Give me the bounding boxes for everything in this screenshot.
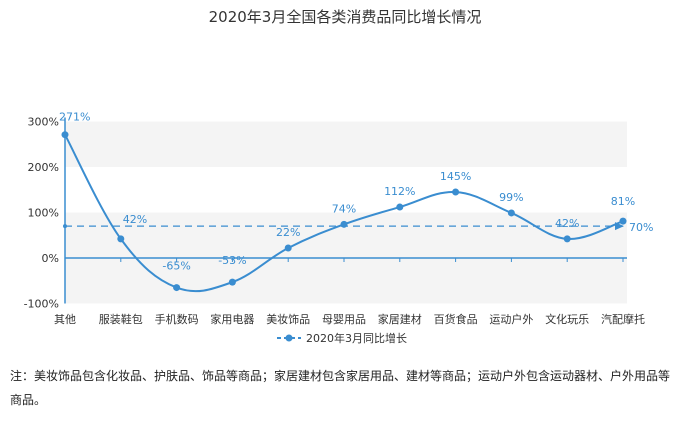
x-tick-label: 文化玩乐 xyxy=(545,312,589,326)
chart-title: 2020年3月全国各类消费品同比增长情况 xyxy=(208,8,482,26)
x-tick-label: 家用电器 xyxy=(210,312,254,326)
x-tick-label: 家居建材 xyxy=(378,312,422,326)
footnote: 注：美妆饰品包含化妆品、护肤品、饰品等商品；家居建材包含家居用品、建材等商品；运… xyxy=(10,369,671,407)
legend-marker xyxy=(285,334,293,342)
x-tick-label: 母婴用品 xyxy=(322,313,366,326)
data-label: 99% xyxy=(499,191,523,204)
x-tick-label: 手机数码 xyxy=(155,312,199,326)
x-tick-label: 其他 xyxy=(54,313,76,326)
y-tick-label: 0% xyxy=(42,252,59,265)
x-tick-label: 服装鞋包 xyxy=(99,312,143,326)
data-label: 81% xyxy=(611,195,635,208)
data-point xyxy=(563,235,571,243)
y-tick-label: -100% xyxy=(24,298,59,311)
x-tick-label: 百货食品 xyxy=(434,312,478,326)
data-label: 42% xyxy=(123,213,147,226)
data-point xyxy=(228,278,236,286)
data-label: 271% xyxy=(59,111,90,124)
series-line xyxy=(64,134,624,293)
y-axis-tick-labels: 300% 200% 100% 0% -100% xyxy=(24,116,59,311)
chart-axes xyxy=(64,117,627,304)
data-point xyxy=(173,284,181,292)
y-tick-label: 100% xyxy=(28,207,59,220)
data-point xyxy=(340,220,348,228)
grid-band xyxy=(65,258,627,304)
data-point xyxy=(284,244,292,252)
data-point xyxy=(452,188,460,196)
x-tick-label: 运动户外 xyxy=(489,312,533,326)
data-point xyxy=(61,131,69,139)
grid-band xyxy=(65,212,627,258)
average-line-start xyxy=(63,224,67,229)
y-tick-label: 300% xyxy=(28,116,59,129)
data-label: 42% xyxy=(555,217,579,230)
data-point xyxy=(507,209,515,217)
data-point xyxy=(117,235,125,243)
data-label: 74% xyxy=(332,202,356,215)
plot-background-bands xyxy=(65,121,627,304)
series-line-path xyxy=(64,134,624,293)
average-line-label: 70% xyxy=(629,221,653,234)
data-label: 22% xyxy=(276,226,300,239)
data-label: 112% xyxy=(384,185,415,198)
line-chart: 300% 200% 100% 0% -100% 其他 服装鞋包 手机数码 家用电器 美妆饰品 母婴… xyxy=(24,111,654,345)
legend-label: 2020年3月同比增长 xyxy=(306,331,407,345)
data-labels: 271% 42% -65% -53% 22% 74% 112% 145% 99% 42% 81% xyxy=(59,111,635,273)
x-tick-label: 汽配摩托 xyxy=(601,312,645,326)
y-tick-label: 200% xyxy=(28,161,59,174)
data-label: 145% xyxy=(440,170,471,183)
chart-legend: 2020年3月同比增长 xyxy=(277,331,407,345)
x-tick-label: 美妆饰品 xyxy=(266,312,310,326)
series-points xyxy=(61,131,627,292)
grid-band xyxy=(65,121,627,167)
data-point xyxy=(619,217,627,225)
x-axis-tick-labels: 其他 服装鞋包 手机数码 家用电器 美妆饰品 母婴用品 家居建材 百货食品 运动户外 文化玩乐 汽配… xyxy=(54,312,645,326)
data-label: -65% xyxy=(162,260,190,273)
data-point xyxy=(396,203,404,211)
data-label: -53% xyxy=(218,254,246,267)
